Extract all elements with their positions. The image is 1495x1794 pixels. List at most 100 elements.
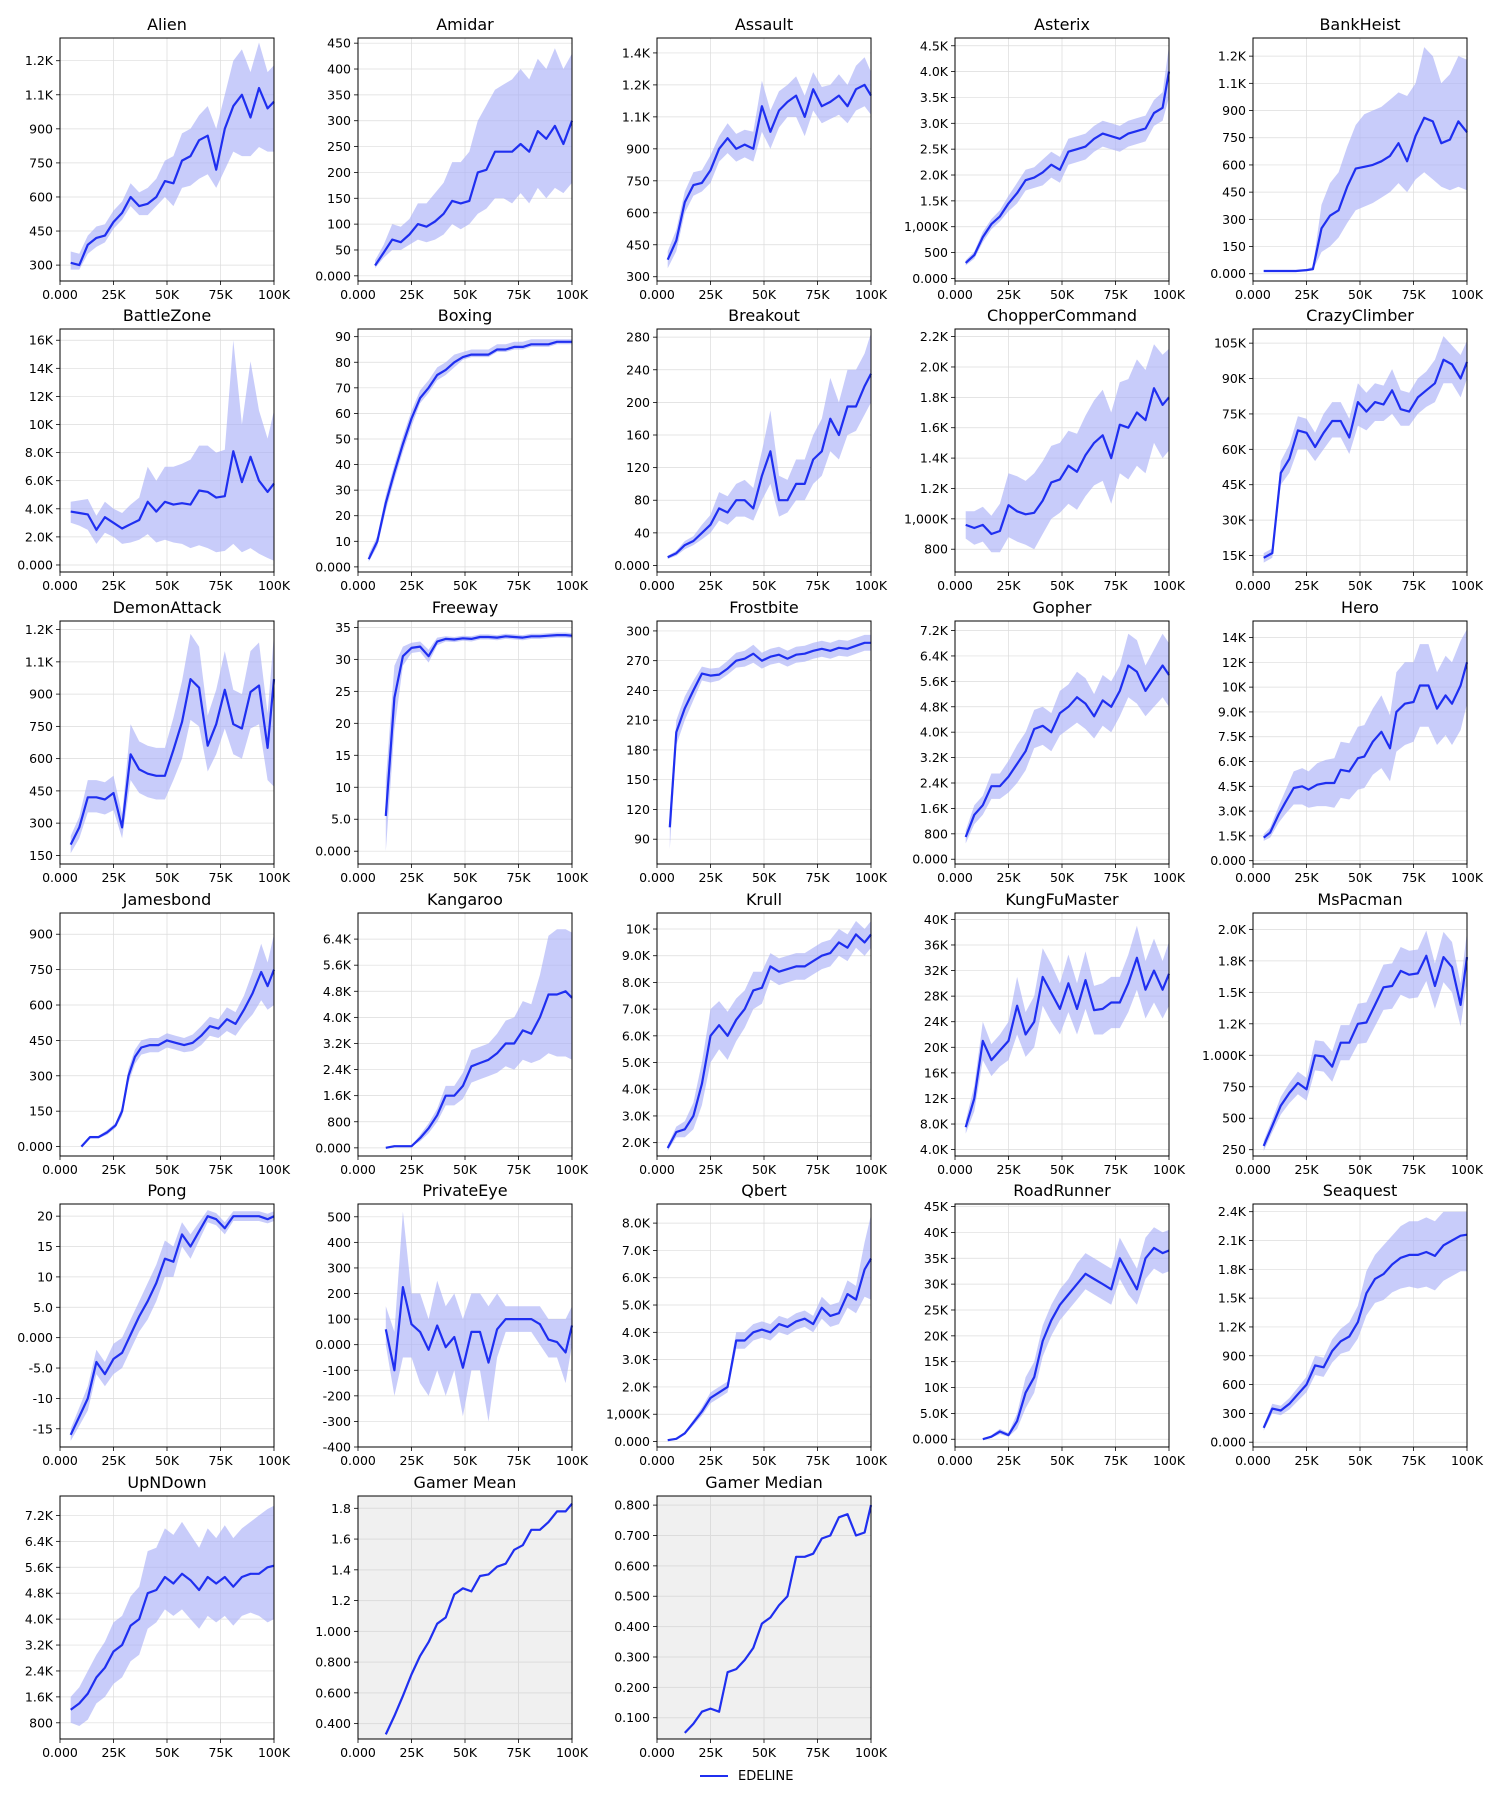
y-tick-label: 28K <box>924 989 949 1004</box>
plot-frame <box>656 620 872 865</box>
y-tick-label: 750 <box>29 155 53 170</box>
y-tick-label: 15K <box>924 1354 949 1369</box>
x-tick-label: 75K <box>1103 870 1128 885</box>
y-tick-label: 1.2K <box>1218 49 1247 64</box>
y-tick-label: 7.0K <box>622 1002 651 1017</box>
y-tick-label: 800 <box>924 826 948 841</box>
chart-title: Gopher <box>1033 598 1092 617</box>
x-tick-label: 25K <box>101 1162 126 1177</box>
series-line-edeline <box>80 969 276 1148</box>
y-tick-label: 1.1K <box>25 654 54 669</box>
y-tick-label: 1.6K <box>323 1088 352 1103</box>
chart-panel-frostbite: 0.000 25K 50K 75K 100K 90 120 150 180 210 240 270 30… <box>626 598 888 885</box>
y-tick-label: 4.8K <box>920 699 949 714</box>
series-line-edeline <box>70 86 275 267</box>
y-tick-label: 6.0K <box>622 1270 651 1285</box>
y-tick-label: 600 <box>1222 157 1246 172</box>
confidence-band <box>1263 930 1467 1151</box>
chart-title: Krull <box>746 890 782 909</box>
y-tick-label: 50 <box>335 431 351 446</box>
y-tick-label: 50 <box>335 242 351 257</box>
y-tick-label: 40 <box>335 457 351 472</box>
y-tick-label: 450 <box>29 224 53 239</box>
chart-title: Frostbite <box>729 598 798 617</box>
y-tick-label: 1.6K <box>25 1689 54 1704</box>
y-tick-label: 0.800 <box>315 1655 351 1670</box>
y-tick-label: 0.000 <box>614 558 650 573</box>
x-tick-label: 0.000 <box>1235 287 1271 302</box>
x-tick-label: 75K <box>1401 578 1426 593</box>
y-tick-label: 2.4K <box>25 1663 54 1678</box>
chart-title: Seaquest <box>1323 1181 1398 1200</box>
x-tick-label: 75K <box>805 287 830 302</box>
y-tick-label: 2.0K <box>920 359 949 374</box>
y-tick-label: 0.100 <box>614 1710 650 1725</box>
y-tick-label: 3.2K <box>323 1036 352 1051</box>
y-tick-label: 75K <box>1222 406 1247 421</box>
x-tick-label: 50K <box>1348 870 1373 885</box>
y-tick-label: 1.8K <box>920 390 949 405</box>
y-tick-label: 0.000 <box>1210 853 1246 868</box>
chart-title: Freeway <box>432 598 498 617</box>
y-tick-label: 300 <box>327 113 351 128</box>
y-tick-label: 300 <box>29 1068 53 1083</box>
x-tick-label: 100K <box>556 1453 589 1468</box>
plot-frame <box>357 1203 573 1448</box>
plot-frame <box>656 37 872 282</box>
y-tick-label: 6.0K <box>1218 754 1247 769</box>
y-tick-label: 1.4K <box>622 45 651 60</box>
chart-panel-crazyclimber: 0.000 25K 50K 75K 100K 15K 30K 45K 60K 75K 90K 105K… <box>1214 306 1484 593</box>
x-tick-label: 75K <box>506 1453 531 1468</box>
x-tick-label: 75K <box>805 578 830 593</box>
confidence-band <box>385 1211 572 1422</box>
x-tick-label: 100K <box>556 1162 589 1177</box>
y-tick-label: 40K <box>924 912 949 927</box>
y-tick-label: 240 <box>626 683 650 698</box>
y-tick-label: 1.8K <box>1218 953 1247 968</box>
y-tick-label: 0.000 <box>315 268 351 283</box>
y-tick-label: 1,000K <box>904 511 949 526</box>
confidence-band <box>965 344 1169 553</box>
y-tick-label: 20 <box>37 1209 53 1224</box>
chart-title: BankHeist <box>1319 15 1400 34</box>
y-tick-label: 1.2K <box>25 53 54 68</box>
x-tick-label: 75K <box>1103 287 1128 302</box>
chart-title: Kangaroo <box>427 890 503 909</box>
x-tick-label: 50K <box>752 1453 777 1468</box>
y-tick-label: 900 <box>29 927 53 942</box>
x-tick-label: 25K <box>996 578 1021 593</box>
x-tick-label: 75K <box>506 287 531 302</box>
y-tick-label: 16K <box>29 333 54 348</box>
plot-frame <box>357 1495 573 1740</box>
chart-title: Assault <box>735 15 793 34</box>
x-tick-label: 0.000 <box>639 870 675 885</box>
y-tick-label: 450 <box>327 36 351 51</box>
x-tick-label: 75K <box>208 1453 233 1468</box>
y-tick-label: 3.0K <box>1218 804 1247 819</box>
chart-panel-gamer-mean: 0.000 25K 50K 75K 100K 0.400 0.600 0.800 1.000 1.… <box>315 1473 589 1760</box>
confidence-band <box>965 925 1169 1134</box>
y-tick-label: 1.8K <box>1218 1262 1247 1277</box>
x-tick-label: 0.000 <box>42 1745 78 1760</box>
confidence-band <box>70 340 274 561</box>
y-tick-label: -5.0 <box>29 1361 53 1376</box>
x-tick-label: 50K <box>155 578 180 593</box>
y-tick-label: 35 <box>335 620 351 635</box>
x-tick-label: 50K <box>1348 1453 1373 1468</box>
y-tick-label: 0.400 <box>614 1619 650 1634</box>
x-tick-label: 50K <box>453 1162 478 1177</box>
chart-panel-seaquest: 0.000 25K 50K 75K 100K 0.000 300 600 900 1.2K 1.5K… <box>1210 1181 1484 1468</box>
y-tick-label: 0.200 <box>614 1680 650 1695</box>
x-tick-label: 100K <box>855 870 888 885</box>
y-tick-label: 300 <box>1222 1406 1246 1421</box>
y-tick-label: 180 <box>626 742 650 757</box>
x-tick-label: 50K <box>453 1453 478 1468</box>
y-tick-label: 1.1K <box>25 87 54 102</box>
y-tick-label: 300 <box>327 1260 351 1275</box>
x-tick-label: 50K <box>1050 870 1075 885</box>
y-tick-label: 0.000 <box>912 1432 948 1447</box>
chart-panel-privateeye: 0.000 25K 50K 75K 100K -400 -300 -200 -100 0.000 1… <box>315 1181 589 1468</box>
x-tick-label: 0.000 <box>1235 1453 1271 1468</box>
y-tick-label: 10K <box>924 1380 949 1395</box>
